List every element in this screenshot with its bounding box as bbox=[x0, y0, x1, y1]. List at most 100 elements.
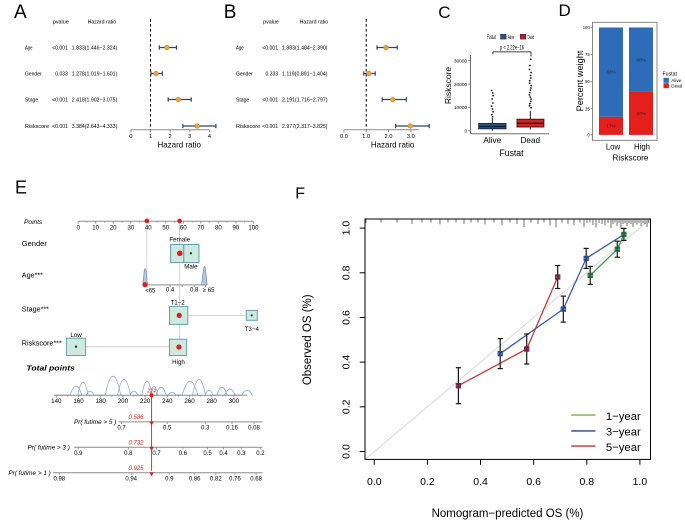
svg-text:0.0: 0.0 bbox=[341, 444, 353, 459]
svg-text:0.6: 0.6 bbox=[341, 310, 353, 325]
svg-text:2.0: 2.0 bbox=[384, 134, 392, 140]
svg-text:<0.001: <0.001 bbox=[52, 124, 68, 130]
svg-text:0.0: 0.0 bbox=[340, 134, 348, 140]
svg-text:Age: Age bbox=[236, 46, 244, 52]
svg-text:Hazard ratio: Hazard ratio bbox=[300, 20, 329, 26]
svg-text:Low: Low bbox=[70, 332, 82, 339]
svg-text:0.586: 0.586 bbox=[128, 415, 144, 421]
svg-text:High: High bbox=[172, 359, 185, 366]
svg-text:0.08: 0.08 bbox=[248, 426, 260, 432]
svg-text:Hazard ratio: Hazard ratio bbox=[371, 140, 415, 150]
svg-text:0.8: 0.8 bbox=[124, 451, 133, 457]
svg-text:2.977(2.317−3.825): 2.977(2.317−3.825) bbox=[282, 124, 328, 130]
svg-text:0.2: 0.2 bbox=[341, 399, 353, 414]
svg-text:280: 280 bbox=[207, 398, 218, 405]
svg-text:100: 100 bbox=[248, 225, 259, 232]
svg-text:D: D bbox=[559, 1, 571, 20]
svg-text:Nomogram−predicted OS (%): Nomogram−predicted OS (%) bbox=[432, 508, 584, 520]
svg-text:25: 25 bbox=[585, 106, 590, 111]
svg-text:30000: 30000 bbox=[454, 58, 468, 64]
svg-text:0.0: 0.0 bbox=[367, 476, 382, 488]
svg-text:10: 10 bbox=[92, 225, 99, 232]
svg-text:0.2: 0.2 bbox=[256, 451, 265, 457]
svg-text:3−year: 3−year bbox=[606, 427, 641, 439]
svg-text:Stage: Stage bbox=[236, 98, 249, 104]
svg-text:3.384(2.643−4.333): 3.384(2.643−4.333) bbox=[72, 124, 118, 130]
svg-text:<0.001: <0.001 bbox=[52, 46, 68, 52]
svg-text:p < 2.22e−16: p < 2.22e−16 bbox=[500, 46, 524, 52]
svg-text:0.76: 0.76 bbox=[229, 476, 241, 482]
svg-text:0.732: 0.732 bbox=[128, 441, 144, 447]
svg-text:Riskscore***: Riskscore*** bbox=[22, 339, 62, 348]
svg-text:1.883(1.484−2.390): 1.883(1.484−2.390) bbox=[282, 46, 328, 52]
svg-text:90: 90 bbox=[233, 225, 240, 232]
svg-text:Stage: Stage bbox=[25, 98, 38, 104]
svg-text:pvalue: pvalue bbox=[53, 20, 69, 26]
svg-text:80: 80 bbox=[215, 225, 222, 232]
svg-text:0.7: 0.7 bbox=[152, 451, 161, 457]
svg-text:1.0: 1.0 bbox=[362, 134, 370, 140]
svg-text:0.3: 0.3 bbox=[237, 451, 246, 457]
svg-text:0.8: 0.8 bbox=[341, 265, 353, 280]
svg-text:Stage***: Stage*** bbox=[22, 305, 49, 314]
svg-text:C: C bbox=[438, 3, 450, 22]
svg-text:1.119(0.891−1.404): 1.119(0.891−1.404) bbox=[282, 72, 328, 78]
svg-text:200: 200 bbox=[118, 398, 129, 405]
svg-text:0.4: 0.4 bbox=[473, 476, 488, 488]
svg-text:T3−4: T3−4 bbox=[245, 326, 260, 333]
svg-text:0: 0 bbox=[465, 129, 468, 135]
svg-text:Riskscore: Riskscore bbox=[236, 124, 260, 130]
svg-text:83%: 83% bbox=[606, 70, 615, 75]
svg-text:0.86: 0.86 bbox=[189, 476, 201, 482]
svg-text:<0.001: <0.001 bbox=[262, 124, 278, 130]
svg-text:0.4: 0.4 bbox=[219, 451, 228, 457]
svg-text:pvalue: pvalue bbox=[263, 20, 279, 26]
svg-text:Pr( futime > 1 ): Pr( futime > 1 ) bbox=[8, 470, 50, 477]
svg-text:50: 50 bbox=[162, 225, 169, 232]
svg-text:1.0: 1.0 bbox=[341, 221, 353, 236]
svg-text:<0.001: <0.001 bbox=[262, 46, 278, 52]
svg-text:140: 140 bbox=[51, 398, 62, 405]
svg-text:Gender: Gender bbox=[22, 239, 48, 248]
svg-text:0.6: 0.6 bbox=[179, 451, 188, 457]
svg-text:0.925: 0.925 bbox=[128, 466, 144, 472]
svg-text:1.278(1.019−1.601): 1.278(1.019−1.601) bbox=[72, 72, 118, 78]
svg-text:70: 70 bbox=[197, 225, 204, 232]
svg-text:1.0: 1.0 bbox=[633, 476, 648, 488]
svg-text:0.4: 0.4 bbox=[341, 355, 353, 370]
svg-text:0.8: 0.8 bbox=[190, 288, 199, 294]
svg-text:Fustat: Fustat bbox=[500, 148, 524, 158]
svg-text:75: 75 bbox=[585, 52, 590, 57]
svg-text:0.9: 0.9 bbox=[165, 476, 174, 482]
svg-text:17%: 17% bbox=[606, 124, 615, 129]
svg-text:2: 2 bbox=[168, 134, 171, 140]
svg-text:<0.001: <0.001 bbox=[52, 98, 68, 104]
svg-text:T1−2: T1−2 bbox=[170, 300, 185, 307]
svg-text:3: 3 bbox=[188, 134, 191, 140]
svg-text:Low: Low bbox=[606, 143, 621, 152]
svg-text:20: 20 bbox=[110, 225, 117, 232]
svg-text:5−year: 5−year bbox=[606, 442, 641, 454]
svg-text:60: 60 bbox=[180, 225, 187, 232]
svg-text:≥ 65: ≥ 65 bbox=[203, 288, 215, 294]
svg-text:Female: Female bbox=[169, 237, 190, 244]
svg-text:<0.001: <0.001 bbox=[262, 98, 278, 104]
svg-text:Gender: Gender bbox=[25, 72, 42, 78]
svg-text:0.7: 0.7 bbox=[117, 426, 126, 432]
svg-text:0.033: 0.033 bbox=[55, 72, 68, 78]
svg-text:0.4: 0.4 bbox=[166, 288, 175, 294]
svg-text:Percent weight: Percent weight bbox=[575, 50, 585, 111]
svg-text:1−year: 1−year bbox=[606, 411, 641, 423]
svg-text:0: 0 bbox=[77, 225, 81, 232]
svg-text:0: 0 bbox=[587, 132, 590, 137]
svg-text:Alive: Alive bbox=[508, 35, 515, 41]
svg-text:Total points: Total points bbox=[26, 364, 75, 373]
svg-text:High: High bbox=[634, 143, 650, 152]
svg-text:Gender: Gender bbox=[236, 72, 253, 78]
svg-text:0.94: 0.94 bbox=[125, 476, 137, 482]
svg-text:<65: <65 bbox=[145, 289, 156, 295]
svg-text:Observed OS (%): Observed OS (%) bbox=[302, 294, 314, 385]
svg-text:3.0: 3.0 bbox=[407, 134, 415, 140]
svg-text:Alive: Alive bbox=[671, 78, 681, 83]
svg-text:40: 40 bbox=[145, 225, 152, 232]
